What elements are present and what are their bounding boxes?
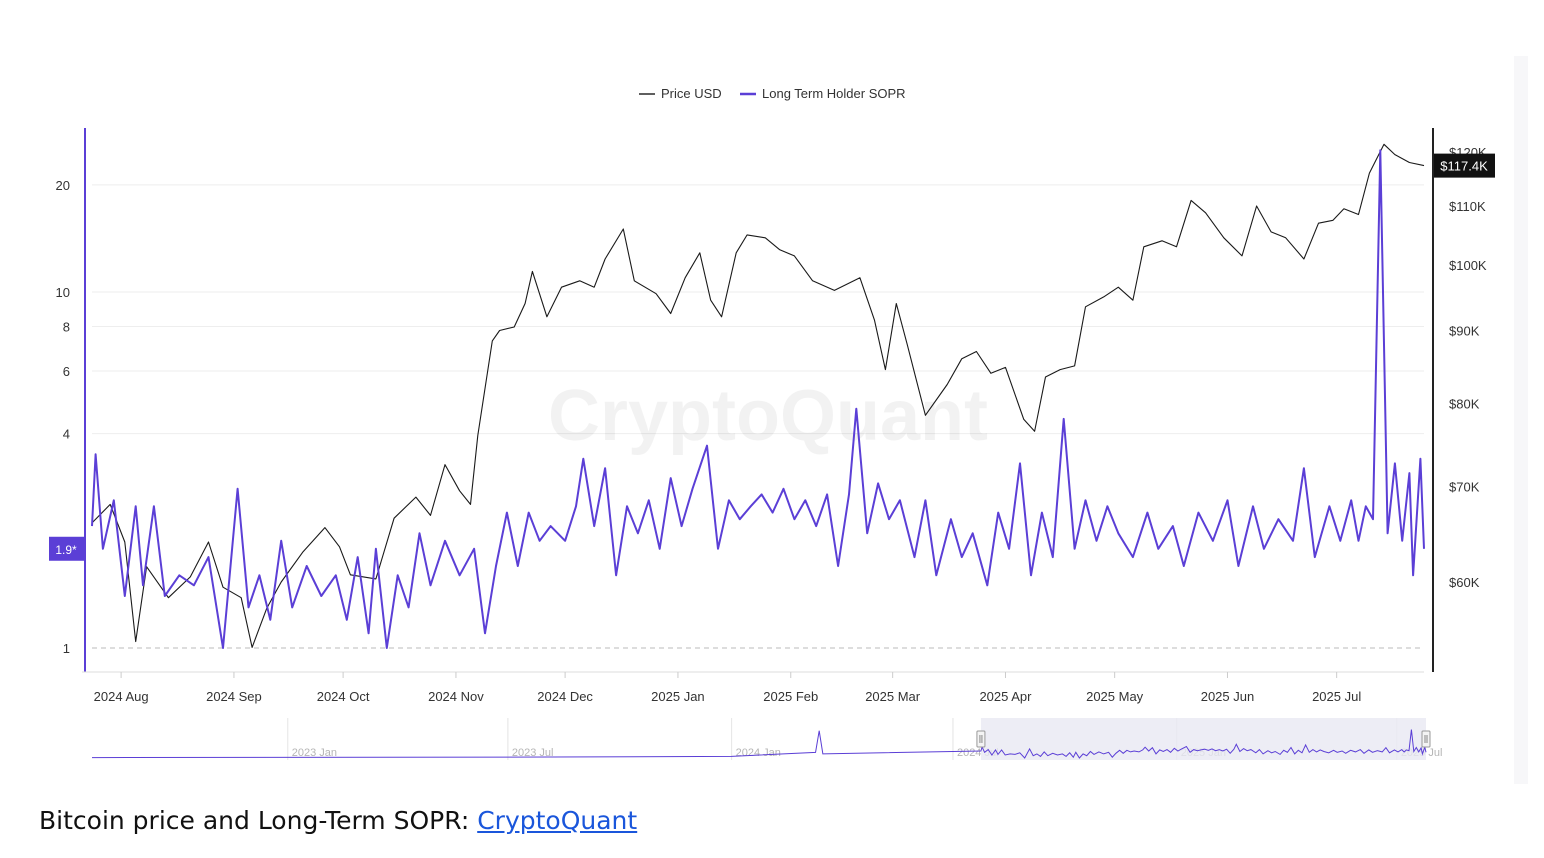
right-tick-label: $70K [1449,479,1480,494]
x-tick-label: 2024 Dec [537,689,593,704]
sopr-line [91,149,1425,649]
legend-item-price[interactable]: Price USD [639,86,722,101]
left-tick-label: 4 [63,427,70,442]
legend-item-sopr[interactable]: Long Term Holder SOPR [740,86,906,101]
left-tick-label: 20 [56,178,70,193]
legend-price-label: Price USD [661,86,722,101]
price-line [91,143,1425,648]
navigator-handles [976,730,1431,748]
left-tick-label: 6 [63,364,70,379]
right-tick-label: $100K [1449,258,1487,273]
sopr-badge-bg [49,536,84,561]
watermark: CryptoQuant [548,376,988,456]
scrollbar[interactable] [1514,56,1528,784]
price-badge-bg [1434,153,1495,178]
navigator-tick-label: 2023 Jan [292,747,337,759]
x-tick-label: 2025 Apr [979,689,1032,704]
value-badges: $117.4K 1.9* [49,153,1495,561]
price-axis: $120K$110K$100K$90K$80K$70K$60K [1432,128,1487,672]
navigator-window[interactable] [980,718,1426,760]
x-tick-label: 2025 Jun [1201,689,1255,704]
sopr-badge: 1.9* [55,543,77,557]
sopr-axis: 20 10 8 6 4 1 [56,128,86,672]
x-axis: 2024 Aug 2024 Sep 2024 Oct 2024 Nov 2024 Dec… [82,671,1424,704]
caption-text: Bitcoin price and Long-Term SOPR: [39,806,470,835]
left-tick-label: 10 [56,285,70,300]
x-tick-label: 2025 Jul [1312,689,1361,704]
caption-link[interactable]: CryptoQuant [477,806,638,835]
left-tick-label: 8 [63,319,70,334]
navigator-sopr-line [91,729,1427,759]
right-tick-label: $90K [1449,323,1480,338]
x-tick-label: 2025 Feb [763,689,818,704]
caption: Bitcoin price and Long-Term SOPR: Crypto… [39,806,637,835]
x-tick-label: 2024 Sep [206,689,262,704]
x-tick-label: 2024 Oct [317,689,370,704]
right-tick-label: $60K [1449,575,1480,590]
navigator-right-handle[interactable] [1421,730,1431,748]
legend-sopr-label: Long Term Holder SOPR [762,86,906,101]
navigator-left-handle[interactable] [976,730,986,748]
navigator-tick-label: 2024 Jan [736,747,781,759]
left-tick-label: 1 [63,641,70,656]
x-tick-label: 2025 Mar [865,689,921,704]
price-badge: $117.4K [1440,159,1488,174]
legend: Price USD Long Term Holder SOPR [639,86,906,101]
x-tick-label: 2024 Nov [428,689,484,704]
navigator-tick-label: 2023 Jul [512,747,554,759]
gridlines [92,184,1424,649]
right-tick-label: $110K [1449,199,1486,214]
x-tick-label: 2025 May [1086,689,1144,704]
right-tick-label: $80K [1449,397,1480,412]
x-tick-label: 2025 Jan [651,689,705,704]
x-tick-label: 2024 Aug [94,689,149,704]
